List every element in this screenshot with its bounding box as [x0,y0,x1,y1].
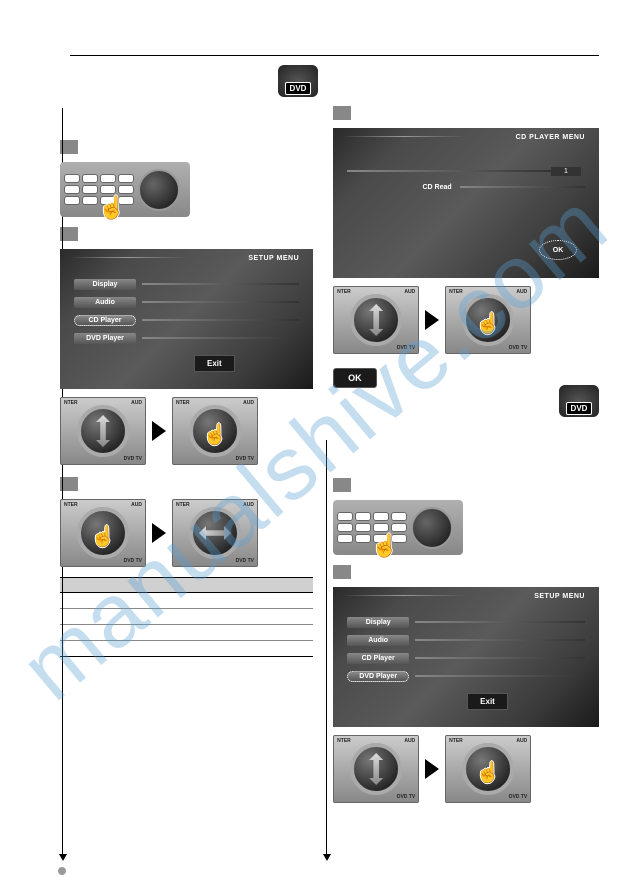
step-1 [60,138,313,156]
two-column-layout: SETUP MENU Display Audio CD Player DVD P… [60,110,599,813]
step-3 [60,475,313,493]
table-row [60,593,313,609]
dvd-badge-right: DVD [559,385,599,417]
screenshot-title: SETUP MENU [534,593,585,600]
dvd-badge-label: DVD [285,82,312,95]
step-number-box [333,478,351,492]
dial-panel-leftright: NTER AUD DVD TV [172,499,258,567]
screenshot-title: CD PLAYER MENU [516,134,585,141]
flow-line-left [62,108,63,855]
pointer-hand-icon [98,195,122,223]
cd-read-label: CD Read [347,184,459,191]
dial-panel-hand: NTER AUD DVD TV ☝ [60,499,146,567]
table-cell [60,593,187,608]
arrow-right-icon [152,523,166,543]
table-cell [187,641,314,656]
exit-button[interactable]: Exit [467,693,508,710]
dial-row-2: NTER AUD DVD TV ☝ NTER AUD DVD TV [60,499,313,567]
table-cell [187,609,314,624]
menu-item-dvd-player[interactable]: DVD Player [347,671,409,682]
arrow-right-icon [425,759,439,779]
top-rule [70,55,599,56]
table-cell [187,593,314,608]
menu-item-display[interactable]: Display [347,617,409,628]
dvd-badge-top: DVD [278,65,318,97]
table-header-row [60,577,313,593]
dial-panel-updown: NTER AUD DVD TV [333,735,419,803]
left-column: SETUP MENU Display Audio CD Player DVD P… [60,110,313,813]
step-number-box [333,106,351,120]
step-1b [333,476,599,494]
pointer-hand-icon: ☝ [203,422,228,447]
menu-item-cd-player[interactable]: CD Player [347,653,409,664]
remote-control-illustration [333,500,463,555]
arrow-right-icon [425,310,439,330]
dial-panel-press: NTER AUD DVD TV ☝ [445,286,531,354]
table-cell [60,641,187,656]
table-row [60,641,313,657]
dial-panel-press: NTER AUD DVD TV ☝ [172,397,258,465]
table-row [60,625,313,641]
table-cell [60,609,187,624]
pointer-hand-icon: ☝ [91,524,116,549]
dial-row-1: NTER AUD DVD TV NTER AUD DVD TV ☝ [60,397,313,465]
table-header-cell [60,578,187,592]
cd-read-value: 1 [551,167,581,176]
dial-row-4: NTER AUD DVD TV NTER AUD DVD TV ☝ [333,735,599,803]
menu-item-audio[interactable]: Audio [74,297,136,308]
dial-row-3: NTER AUD DVD TV NTER AUD DVD TV ☝ [333,286,599,354]
dial-panel-updown: NTER AUD DVD TV [333,286,419,354]
page-indicator-dot [58,867,66,875]
pointer-hand-icon: ☝ [476,311,501,336]
step-2 [60,225,313,243]
ok-highlighted[interactable]: OK [539,240,577,260]
dial-panel-updown: NTER AUD DVD TV [60,397,146,465]
right-column: CD PLAYER MENU 1 CD Read OK NTER [333,110,599,813]
menu-item-audio[interactable]: Audio [347,635,409,646]
exit-button[interactable]: Exit [194,355,235,372]
cd-player-menu-screenshot: CD PLAYER MENU 1 CD Read OK [333,128,599,278]
dial-panel-press: NTER AUD DVD TV ☝ [445,735,531,803]
table-cell [60,625,187,640]
table-cell [187,625,314,640]
dvd-badge-label: DVD [566,402,593,415]
menu-item-cd-player[interactable]: CD Player [74,315,136,326]
menu-item-dvd-player[interactable]: DVD Player [74,333,136,344]
page-container: DVD DVD SETUP MENU Disp [0,0,629,893]
screenshot-title: SETUP MENU [248,255,299,262]
ok-button[interactable]: OK [333,368,377,388]
table-header-cell [187,578,314,592]
pointer-hand-icon [371,533,395,561]
setup-menu-screenshot-2: SETUP MENU Display Audio CD Player DVD P… [333,587,599,727]
step-2b [333,563,599,581]
menu-item-display[interactable]: Display [74,279,136,290]
pointer-hand-icon: ☝ [476,760,501,785]
setup-menu-screenshot: SETUP MENU Display Audio CD Player DVD P… [60,249,313,389]
table-row [60,609,313,625]
step-number-box [333,565,351,579]
remote-control-illustration [60,162,190,217]
step-4 [333,104,599,122]
arrow-right-icon [152,421,166,441]
settings-table [60,577,313,657]
flow-line-right [326,440,327,855]
